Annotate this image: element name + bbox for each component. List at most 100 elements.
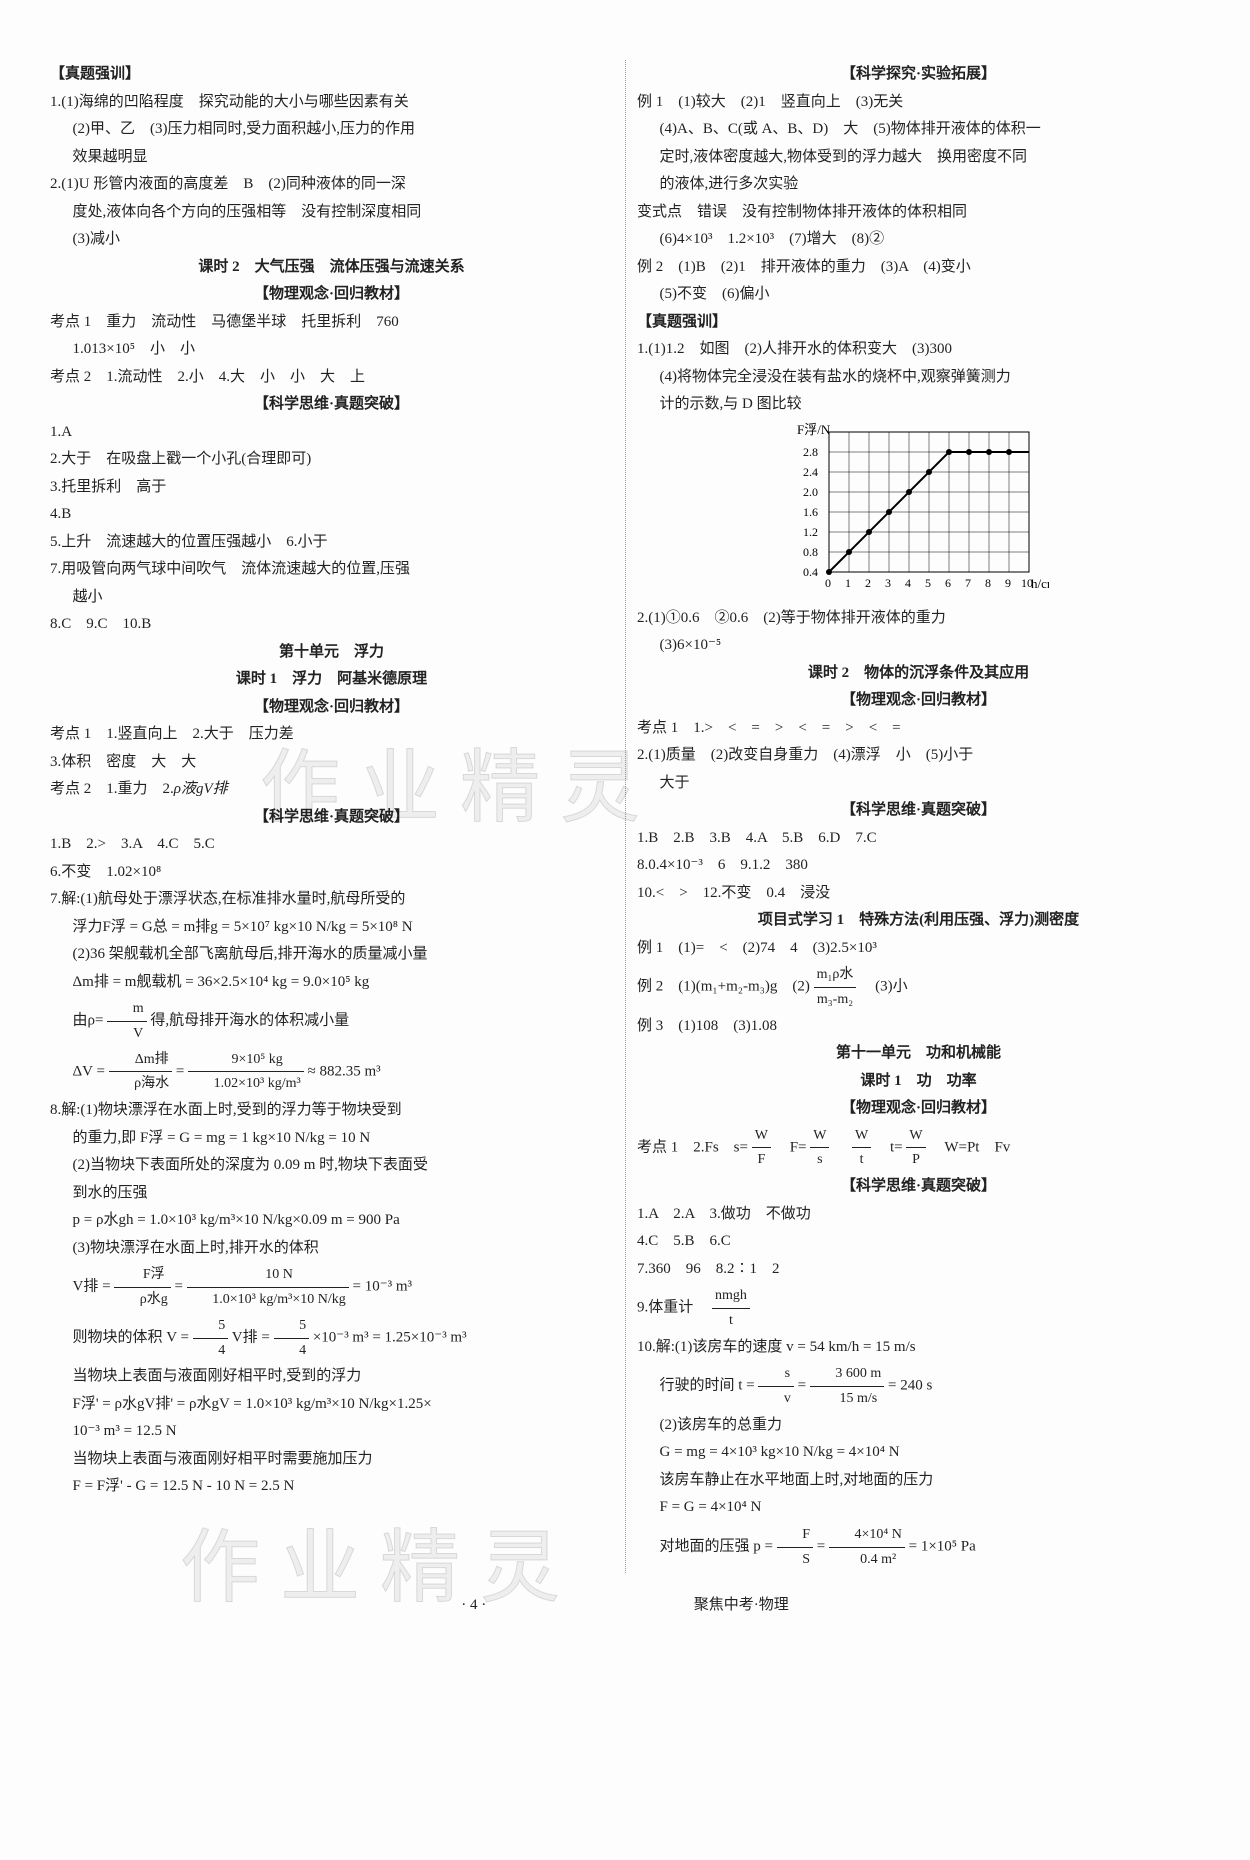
subsection-title: 课时 1 浮力 阿基米德原理 [50,667,613,693]
text-span: = 240 s [888,1378,932,1394]
text-span: ×10⁻³ m³ = 1.25×10⁻³ m³ [313,1330,467,1346]
text-line: 例 2 (1)B (2)1 排开液体的重力 (3)A (4)变小 [637,255,1200,281]
svg-text:7: 7 [965,576,971,590]
page-content: 【真题强训】 1.(1)海绵的凹陷程度 探究动能的大小与哪些因素有关 (2)甲、… [50,60,1200,1573]
fraction: Ws [810,1124,829,1173]
svg-text:4: 4 [905,576,911,590]
subsection-subtitle: 【物理观念·回归教材】 [50,695,613,721]
text-line: 考点 2 1.重力 2.ρ液gV排 [50,777,613,803]
text-span: 考点 1 2.Fs s= [637,1139,748,1155]
formula: = 36×2.5×10⁴ kg = 9.0×10⁵ kg [181,974,369,990]
text-span: = 10⁻³ m³ [352,1279,412,1295]
fraction: Wt [852,1124,871,1173]
text-span: (3)小 [860,979,908,995]
text-span: 由 [73,1013,88,1029]
text-line: 10⁻³ m³ = 12.5 N [50,1419,613,1445]
numerator: m₁ρ水 [814,963,857,988]
text-line: 1.B 2.B 3.B 4.A 5.B 6.D 7.C [637,826,1200,852]
text-span: = [817,1539,829,1555]
denominator: 1.02×10³ kg/m³ [188,1072,304,1096]
text-line: 则物块的体积 V = 5 4 V排 = 5 4 ×10⁻³ m³ = 1.25×… [50,1314,613,1363]
subsection-title: 课时 2 物体的沉浮条件及其应用 [637,661,1200,687]
text-line: 2.(1)①0.6 ②0.6 (2)等于物体排开液体的重力 [637,606,1200,632]
text-line: 度处,液体向各个方向的压强相等 没有控制深度相同 [50,200,613,226]
text-line: 7.解:(1)航母处于漂浮状态,在标准排水量时,航母所受的 [50,887,613,913]
text-line: (6)4×10³ 1.2×10³ (7)增大 (8)② [637,227,1200,253]
buoyancy-graph: F浮/N 2.8 2.4 2.0 1.6 1.2 0.8 0.4 0 1 2 3… [789,422,1049,602]
text-line: (4)将物体完全浸没在装有盐水的烧杯中,观察弹簧测力 [637,365,1200,391]
text-span: V排 = [73,1279,115,1295]
text-line: 当物块上表面与液面刚好相平时需要施加压力 [50,1447,613,1473]
text-line: (3)物块漂浮在水面上时,排开水的体积 [50,1236,613,1262]
text-line: (2)甲、乙 (3)压力相同时,受力面积越小,压力的作用 [50,117,613,143]
text-line: 9.体重计 nmgh t [637,1284,1200,1333]
text-span: 9.体重计 [637,1300,708,1316]
denominator: ρ水g [114,1288,171,1312]
svg-text:3: 3 [885,576,891,590]
text-line: 2.(1)质量 (2)改变自身重力 (4)漂浮 小 (5)小于 [637,743,1200,769]
svg-text:1.6: 1.6 [803,505,818,519]
text-line: 考点 2 1.流动性 2.小 4.大 小 小 大 上 [50,365,613,391]
text-span: V排 = [232,1330,274,1346]
text-line: 行驶的时间 t = sv = 3 600 m15 m/s = 240 s [637,1362,1200,1411]
text-line: 例 2 (1)(m₁+m₂-m₃)g (2) m₁ρ水 m₃-m₂ (3)小 [637,963,1200,1012]
text-line: 越小 [50,585,613,611]
text-span: 则物块的体积 V = [73,1330,193,1346]
numerator: Δm排 [109,1048,173,1073]
text-span: 对地面的压强 p = [660,1539,777,1555]
text-line: 例 3 (1)108 (3)1.08 [637,1014,1200,1040]
subsection-title: 课时 2 大气压强 流体压强与流速关系 [50,255,613,281]
text-line: 1.013×10⁵ 小 小 [50,337,613,363]
text-line: 6.不变 1.02×10⁸ [50,860,613,886]
text-line: 10.< > 12.不变 0.4 浸没 [637,881,1200,907]
text-span: 行驶的时间 t = [660,1378,759,1394]
text-line: 5.上升 流速越大的位置压强越小 6.小于 [50,530,613,556]
subsection-subtitle: 【物理观念·回归教材】 [50,282,613,308]
svg-text:2.4: 2.4 [803,465,818,479]
text-line: 计的示数,与 D 图比较 [637,392,1200,418]
subsection-title: 项目式学习 1 特殊方法(利用压强、浮力)测密度 [637,908,1200,934]
svg-text:9: 9 [1005,576,1011,590]
subsection-subtitle: 【科学思维·真题突破】 [50,392,613,418]
text-line: 考点 1 2.Fs s= WF F= Ws Wt t= WP W=Pt Fv [637,1124,1200,1173]
text-line: (2)该房车的总重力 [637,1413,1200,1439]
numerator: F浮 [114,1263,171,1288]
text-line: Δm排 = m舰载机 = 36×2.5×10⁴ kg = 9.0×10⁵ kg [50,970,613,996]
svg-text:2: 2 [865,576,871,590]
text-span: W=Pt Fv [929,1139,1010,1155]
text-line: 考点 1 重力 流动性 马德堡半球 托里拆利 760 [50,310,613,336]
text-line: 由ρ= m V 得,航母排开海水的体积减小量 [50,997,613,1046]
text-line: 大于 [637,771,1200,797]
text-line: 例 1 (1)= < (2)74 4 (3)2.5×10³ [637,936,1200,962]
text-line: 4.B [50,502,613,528]
text-span: = 1×10⁵ Pa [909,1539,976,1555]
text-line: 3.体积 密度 大 大 [50,750,613,776]
text-line: F = F浮' - G = 12.5 N - 10 N = 2.5 N [50,1474,613,1500]
text-line: 8.0.4×10⁻³ 6 9.1.2 380 [637,853,1200,879]
text-line: 考点 1 1.竖直向上 2.大于 压力差 [50,722,613,748]
text-line: 1.(1)1.2 如图 (2)人排开水的体积变大 (3)300 [637,337,1200,363]
fraction: sv [758,1362,794,1411]
svg-text:2.8: 2.8 [803,445,818,459]
text-span: 得,航母排开海水的体积减小量 [150,1013,349,1029]
text-line: 3.托里拆利 高于 [50,475,613,501]
formula: ρ液gV排 [174,781,228,797]
numerator: 9×10⁵ kg [188,1048,304,1073]
text-line: 1.A [50,420,613,446]
denominator: m₃-m₂ [814,988,857,1012]
text-span: = [798,1378,810,1394]
text-line: 1.B 2.> 3.A 4.C 5.C [50,832,613,858]
text-span: = [175,1279,187,1295]
y-axis-label: F浮/N [797,422,831,437]
subsection-title: 课时 1 功 功率 [637,1069,1200,1095]
denominator: 4 [193,1339,229,1363]
text-line: F = G = 4×10⁴ N [637,1495,1200,1521]
fraction: FS [777,1523,813,1572]
text-line: (2)当物块下表面所处的深度为 0.09 m 时,物块下表面受 [50,1153,613,1179]
fraction: 9×10⁵ kg 1.02×10³ kg/m³ [188,1048,304,1097]
text-span: Δm排 = m舰载机 [73,974,182,990]
numerator: 5 [193,1314,229,1339]
fraction: m V [107,997,146,1046]
text-span: = [176,1063,188,1079]
svg-text:0: 0 [825,576,831,590]
